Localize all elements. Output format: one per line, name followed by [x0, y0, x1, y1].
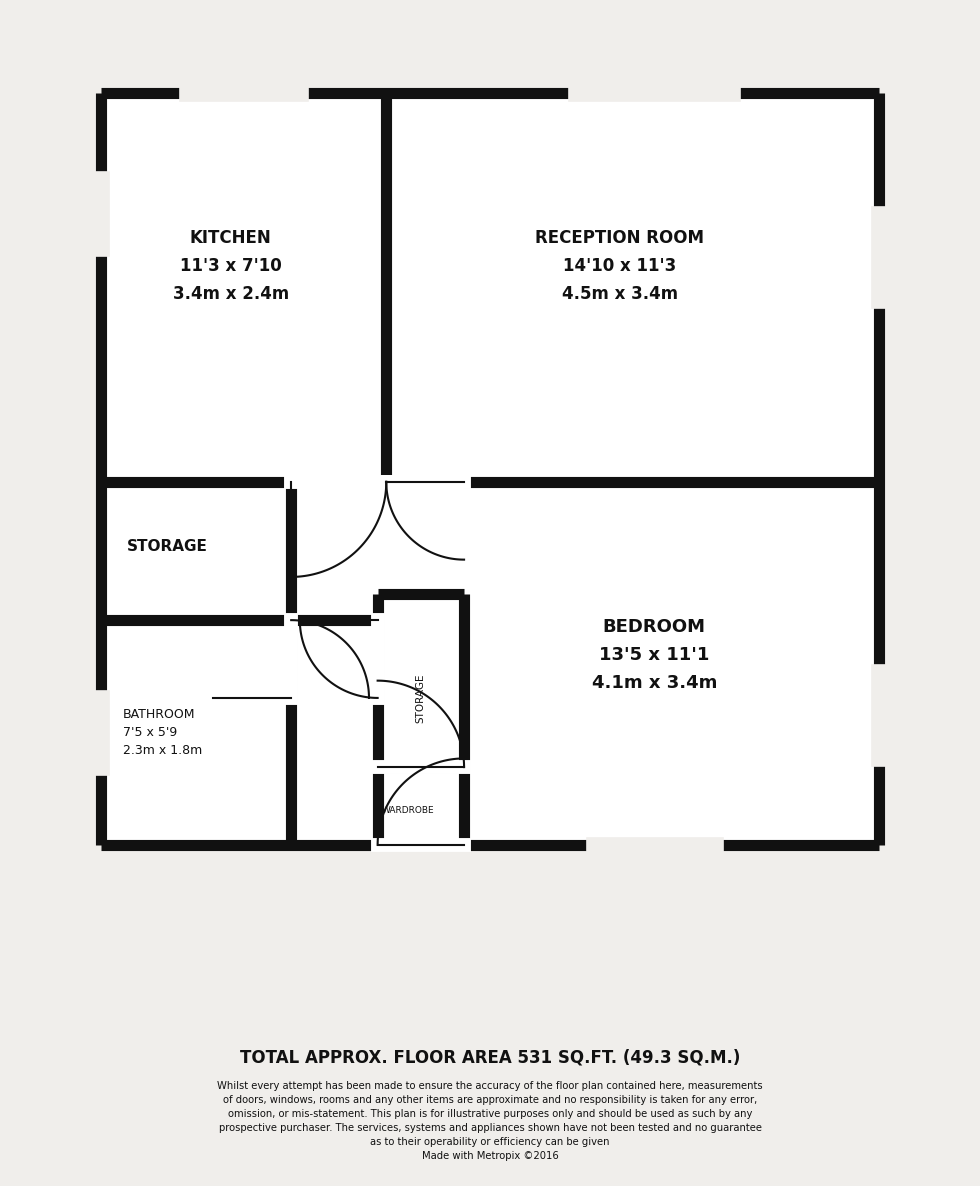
- Bar: [377, 594, 465, 844]
- Bar: [101, 482, 386, 620]
- Text: WARDROBE: WARDROBE: [382, 805, 434, 815]
- Bar: [377, 482, 879, 844]
- Text: TOTAL APPROX. FLOOR AREA 531 SQ.FT. (49.3 SQ.M.): TOTAL APPROX. FLOOR AREA 531 SQ.FT. (49.…: [240, 1048, 740, 1067]
- Bar: [101, 620, 291, 844]
- Text: STORAGE: STORAGE: [416, 674, 426, 722]
- Bar: [386, 93, 879, 482]
- Text: STORAGE: STORAGE: [127, 540, 208, 554]
- Text: BEDROOM
13'5 x 11'1
4.1m x 3.4m: BEDROOM 13'5 x 11'1 4.1m x 3.4m: [592, 618, 717, 691]
- Text: RECEPTION ROOM
14'10 x 11'3
4.5m x 3.4m: RECEPTION ROOM 14'10 x 11'3 4.5m x 3.4m: [535, 229, 705, 302]
- Bar: [101, 93, 386, 482]
- Text: KITCHEN
11'3 x 7'10
3.4m x 2.4m: KITCHEN 11'3 x 7'10 3.4m x 2.4m: [172, 229, 289, 302]
- Bar: [291, 482, 377, 844]
- Text: BATHROOM
7'5 x 5'9
2.3m x 1.8m: BATHROOM 7'5 x 5'9 2.3m x 1.8m: [122, 708, 202, 757]
- Text: Whilst every attempt has been made to ensure the accuracy of the floor plan cont: Whilst every attempt has been made to en…: [218, 1080, 762, 1161]
